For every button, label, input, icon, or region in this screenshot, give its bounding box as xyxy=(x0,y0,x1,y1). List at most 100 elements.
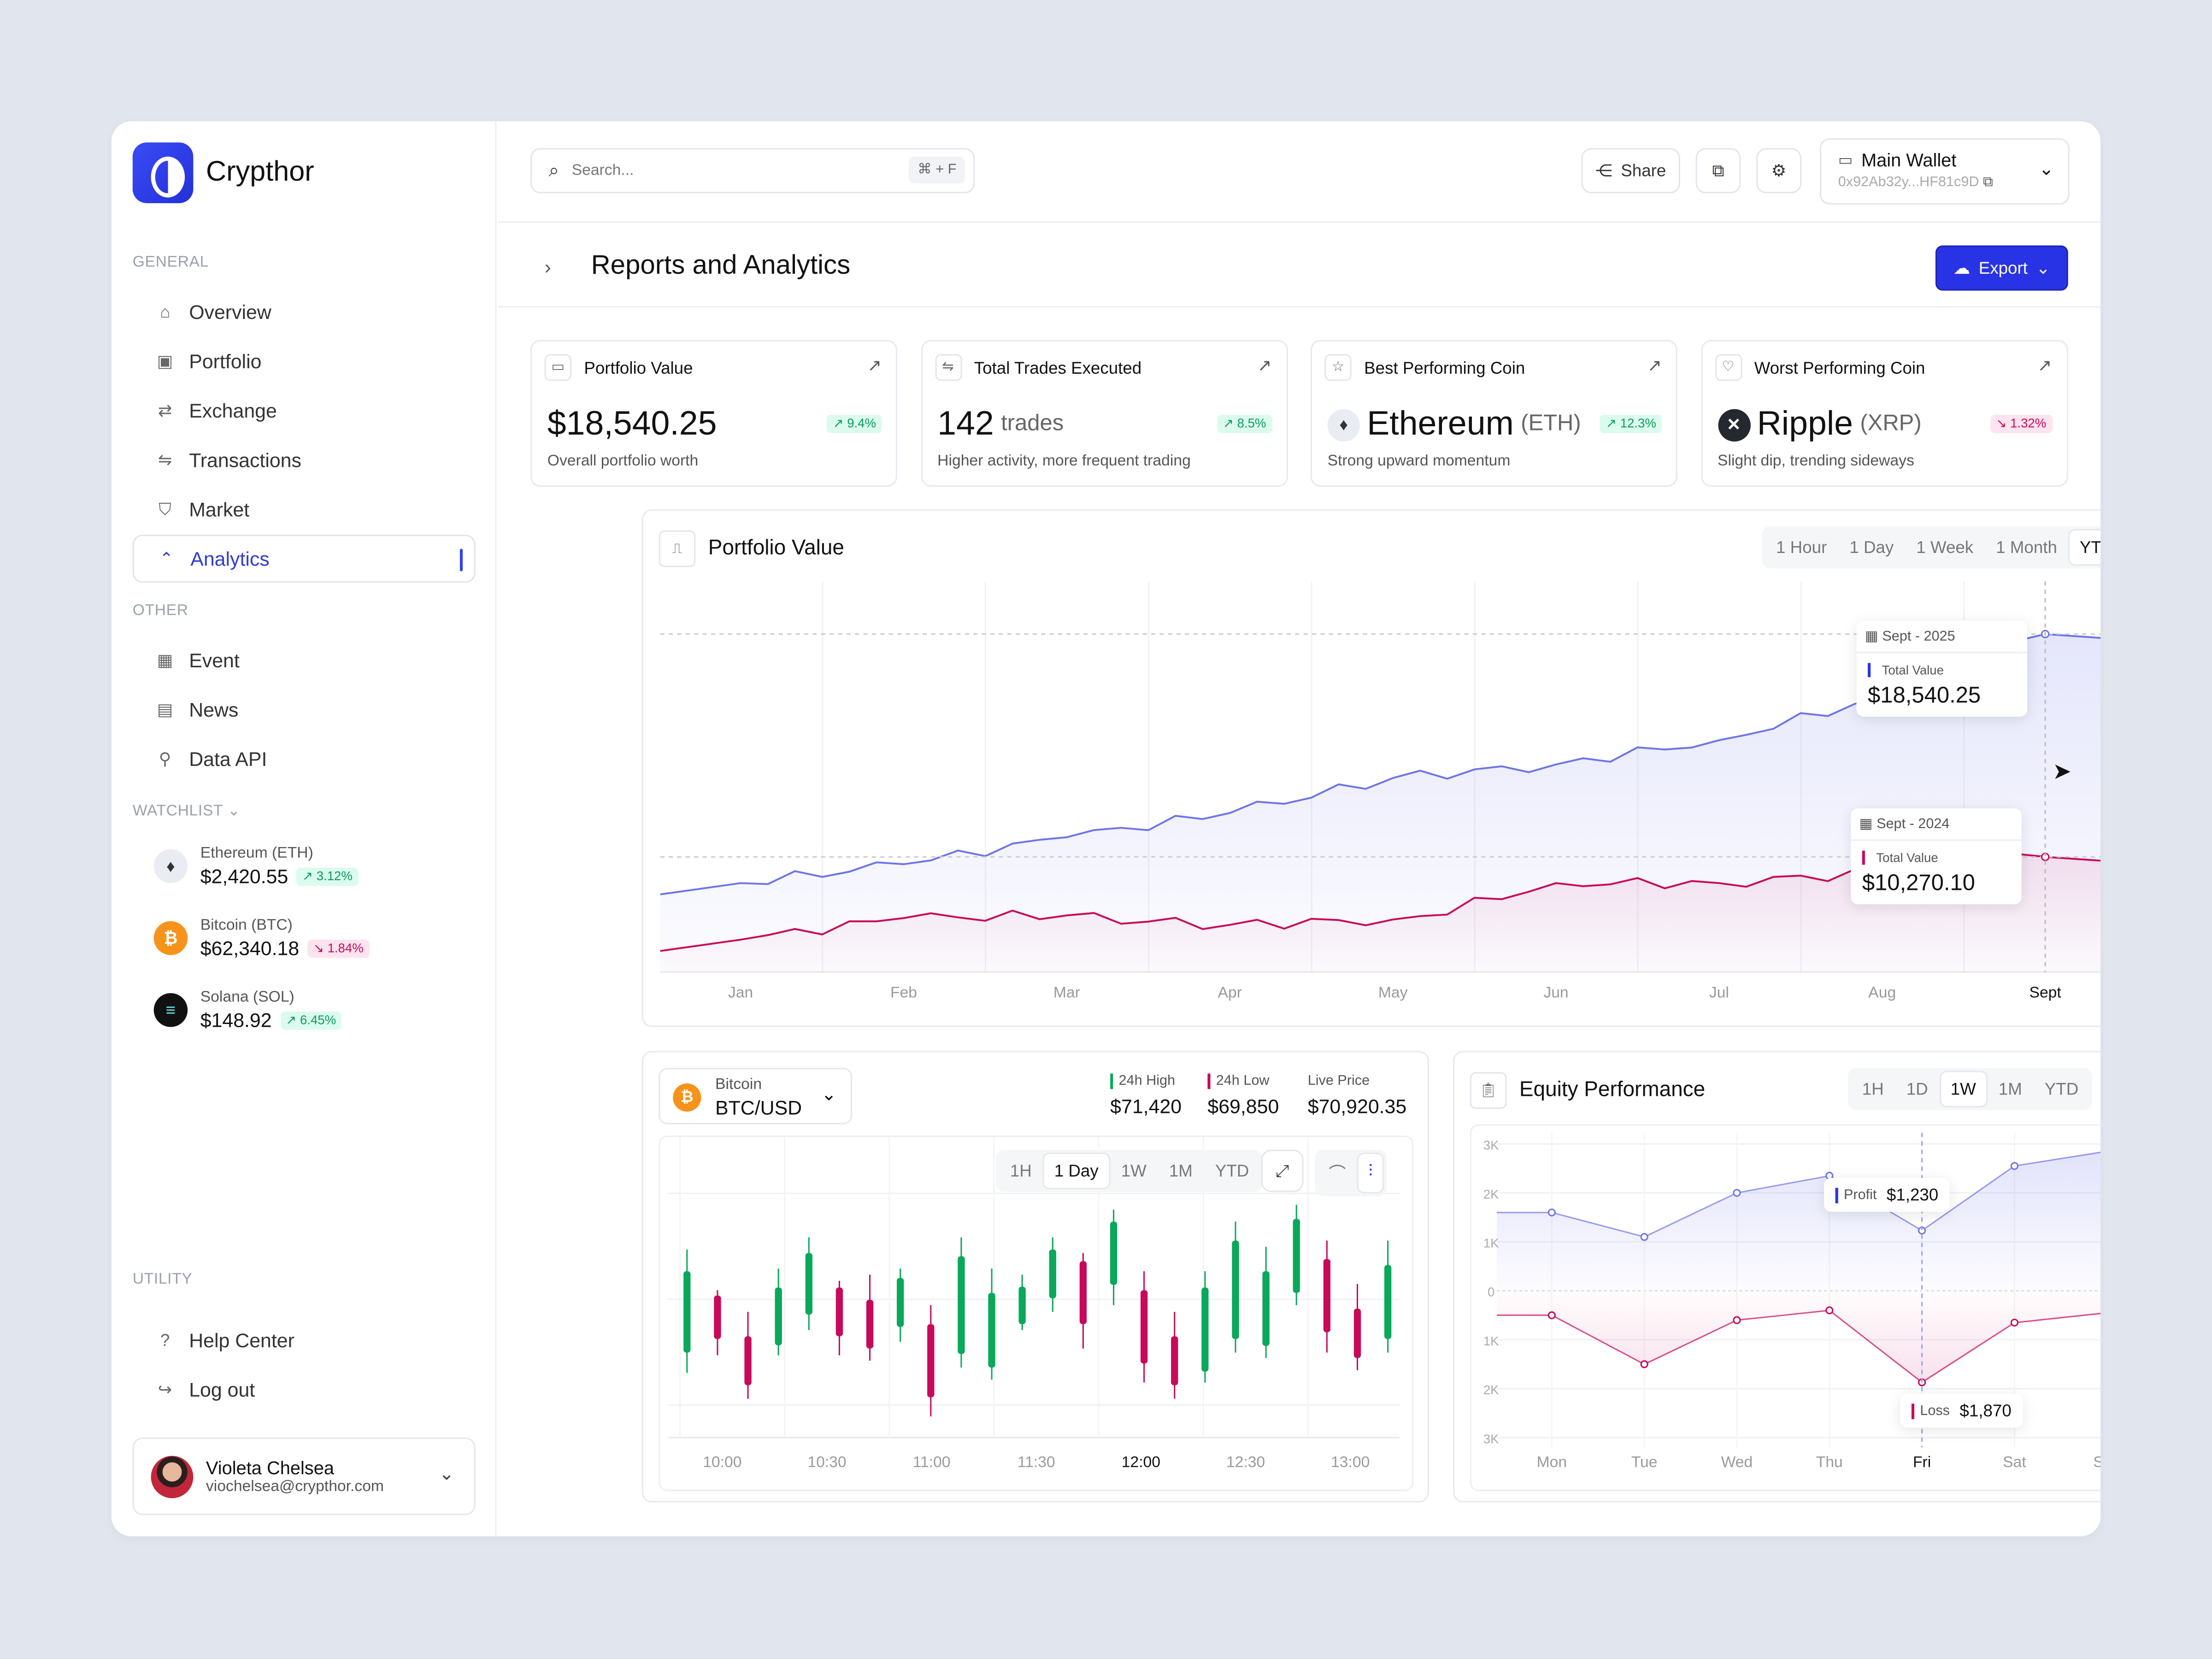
coin-name: Bitcoin xyxy=(715,1076,762,1094)
change-badge: ↗ 3.12% xyxy=(296,867,359,885)
candlestick-chart: 10:00 10:30 11:00 11:30 12:00 12:30 13:00 xyxy=(669,1137,1400,1471)
sidebar-item-transactions[interactable]: ⇋ Transactions xyxy=(133,436,476,484)
card-unit: (XRP) xyxy=(1860,412,1922,436)
data-point xyxy=(1825,1306,1834,1315)
tooltip-date: Sept - 2025 xyxy=(1882,629,1955,645)
sidebar-item-news[interactable]: ▤ News xyxy=(133,686,476,734)
watchlist-item[interactable]: ₿ Bitcoin (BTC) $62,340.18 ↘ 1.84% xyxy=(153,917,369,959)
range-tab-1m[interactable]: 1M xyxy=(1169,1161,1193,1181)
arrow-up-right-icon[interactable]: ↗ xyxy=(2037,355,2052,376)
logout-icon: ↪ xyxy=(158,1379,172,1400)
candle xyxy=(1049,1237,1056,1312)
stat-card[interactable]: ♡ Worst Performing Coin ↗ ✕ Ripple (XRP) ↘ 1.3… xyxy=(1700,340,2068,487)
user-menu[interactable]: Violeta Chelsea viochelsea@crypthor.com ⌄ xyxy=(132,1437,476,1515)
sidebar-item-portfolio[interactable]: ▣ Portfolio xyxy=(133,337,476,385)
range-tab-1m[interactable]: 1M xyxy=(1998,1079,2022,1099)
stat-card[interactable]: ☆ Best Performing Coin ↗ ♦ Ethereum (ETH) ↗ 12… xyxy=(1310,340,1677,487)
chevron-down-icon: ⌄ xyxy=(439,1463,454,1484)
xrp-icon: ✕ xyxy=(1718,408,1750,441)
settings-button[interactable]: ⚙ xyxy=(1756,148,1802,194)
export-button[interactable]: ☁ Export ⌄ xyxy=(1935,245,2068,291)
chart-type-tabs: ⌒ ⫶ xyxy=(1315,1149,1387,1196)
data-point xyxy=(1640,1233,1648,1241)
candle-body xyxy=(988,1293,995,1368)
logo[interactable]: Crypthor xyxy=(132,142,314,203)
external-link-icon: ⧉ xyxy=(1712,160,1724,180)
share-button[interactable]: ⋲ Share xyxy=(1581,148,1680,194)
loss-tooltip: Loss $1,870 xyxy=(1900,1394,2023,1428)
range-tab-ytd[interactable]: YTD xyxy=(1215,1161,1249,1181)
stat-card[interactable]: ▭ Portfolio Value ↗ $18,540.25 ↗ 9.4% Overall… xyxy=(530,340,897,487)
sidebar-item-exchange[interactable]: ⇄ Exchange xyxy=(133,387,476,435)
range-tab-1h[interactable]: 1H xyxy=(1010,1161,1032,1181)
search-input[interactable]: ⌕ Search... ⌘ + F xyxy=(530,148,975,194)
range-tab-ytd[interactable]: YTD xyxy=(2070,530,2101,565)
range-tab-1w[interactable]: 1W xyxy=(1121,1161,1147,1181)
x-tick-label: Tue xyxy=(1631,1454,1658,1471)
line-chart-icon[interactable]: ⌒ xyxy=(1329,1164,1346,1184)
candle-body xyxy=(1384,1265,1392,1339)
range-tab-1-month[interactable]: 1 Month xyxy=(1996,537,2057,558)
candle xyxy=(835,1281,843,1355)
home-icon: ⌂ xyxy=(160,302,171,322)
exchange-icon: ⇄ xyxy=(158,400,172,421)
sidebar-item-help-center[interactable]: ? Help Center xyxy=(133,1316,476,1364)
watchlist-toggle[interactable]: WATCHLIST ⌄ xyxy=(133,801,241,820)
chevron-right-icon[interactable]: › xyxy=(544,255,551,278)
stat-label: 24h High xyxy=(1110,1073,1182,1089)
x-tick-label: Sept xyxy=(2030,984,2062,1001)
x-tick-label: Mon xyxy=(1537,1454,1567,1471)
range-tab-ytd[interactable]: YTD xyxy=(2044,1079,2079,1099)
candle-icon[interactable]: ⫶ xyxy=(1358,1154,1383,1192)
x-tick-label: Sun xyxy=(2093,1454,2100,1471)
series-area xyxy=(1496,1290,2101,1382)
y-tick-label: 2K xyxy=(1483,1383,1499,1397)
range-tab-1-day[interactable]: 1 Day xyxy=(1044,1154,1109,1188)
watchlist-item[interactable]: ≡ Solana (SOL) $148.92 ↗ 6.45% xyxy=(153,989,342,1031)
tooltip-2024: ▦ Sept - 2024 Total Value $10,270.10 xyxy=(1851,808,2022,905)
range-tab-1-day[interactable]: 1 Day xyxy=(1849,537,1894,558)
watchlist-item[interactable]: ♦ Ethereum (ETH) $2,420.55 ↗ 3.12% xyxy=(153,845,359,887)
stat-value: $69,850 xyxy=(1207,1094,1279,1118)
sidebar-item-event[interactable]: ▦ Event xyxy=(133,636,476,684)
coin-price: $62,340.18 xyxy=(200,936,300,959)
change-value: 3.12% xyxy=(316,868,353,882)
range-tab-1w[interactable]: 1W xyxy=(1941,1072,1986,1106)
tooltip-value: $18,540.25 xyxy=(1868,684,1981,708)
sidebar-item-data-api[interactable]: ⚲ Data API xyxy=(133,735,476,783)
card-value: $18,540.25 xyxy=(547,405,717,443)
stat-card[interactable]: ⇋ Total Trades Executed ↗ 142 trades ↗ 8.5% Hi… xyxy=(920,340,1288,487)
x-tick-label: 10:00 xyxy=(703,1454,741,1471)
change-badge: ↗ 8.5% xyxy=(1217,414,1272,433)
arrow-up-right-icon[interactable]: ↗ xyxy=(1257,355,1272,376)
app-window: Crypthor GENERAL ⌂ Overview ▣ Portfolio ⇄ Exc… xyxy=(111,121,2101,1536)
candle xyxy=(988,1268,995,1380)
search-icon: ⌕ xyxy=(548,159,559,181)
chevron-down-icon: ⌄ xyxy=(2038,158,2054,179)
tooltip-value: $1,870 xyxy=(1959,1400,2012,1421)
sidebar-item-overview[interactable]: ⌂ Overview xyxy=(133,288,476,335)
external-link-button[interactable]: ⧉ xyxy=(1695,148,1741,194)
sidebar-item-log-out[interactable]: ↪ Log out xyxy=(133,1365,476,1413)
change-badge: ↘ 1.32% xyxy=(1990,414,2052,433)
candle-body xyxy=(866,1300,874,1349)
series-area xyxy=(660,854,2101,972)
range-tab-1d[interactable]: 1D xyxy=(1906,1079,1928,1099)
candle-body xyxy=(927,1324,935,1398)
series-line xyxy=(660,853,2101,952)
pair-selector[interactable]: ₿ Bitcoin BTC/USD ⌄ xyxy=(659,1068,852,1124)
sidebar-item-market[interactable]: ⛉ Market xyxy=(133,485,476,533)
x-tick-label: Feb xyxy=(890,984,917,1001)
page-title: Reports and Analytics xyxy=(591,251,851,281)
sidebar-item-label: Overview xyxy=(189,300,271,324)
arrow-up-right-icon[interactable]: ↗ xyxy=(867,355,882,376)
range-tab-1-week[interactable]: 1 Week xyxy=(1916,537,1974,558)
arrow-up-right-icon[interactable]: ↗ xyxy=(1647,355,1662,376)
copy-icon[interactable]: ⧉ xyxy=(1983,175,1993,191)
sidebar-item-analytics[interactable]: ⌃ Analytics xyxy=(132,535,476,583)
change-value: 1.32% xyxy=(2010,416,2047,430)
range-tab-1h[interactable]: 1H xyxy=(1862,1079,1884,1099)
fullscreen-button[interactable]: ⤢ xyxy=(1261,1149,1304,1192)
wallet-selector[interactable]: ▭ Main Wallet 0x92Ab32y...HF81c9D ⧉ ⌄ xyxy=(1819,138,2070,205)
range-tab-1-hour[interactable]: 1 Hour xyxy=(1776,537,1827,558)
